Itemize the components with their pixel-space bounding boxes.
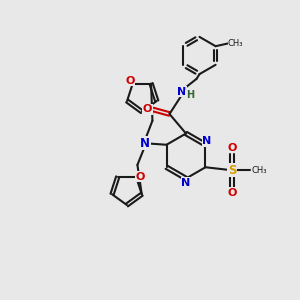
Text: S: S	[228, 164, 236, 177]
Text: N: N	[202, 136, 211, 146]
Text: O: O	[227, 188, 237, 198]
Text: CH₃: CH₃	[251, 166, 267, 175]
Text: N: N	[177, 87, 186, 97]
Text: N: N	[182, 178, 190, 188]
Text: O: O	[227, 143, 237, 153]
Text: N: N	[140, 137, 150, 150]
Text: O: O	[143, 104, 152, 115]
Text: O: O	[136, 172, 145, 182]
Text: H: H	[186, 90, 194, 100]
Text: CH₃: CH₃	[228, 39, 244, 48]
Text: O: O	[125, 76, 134, 85]
